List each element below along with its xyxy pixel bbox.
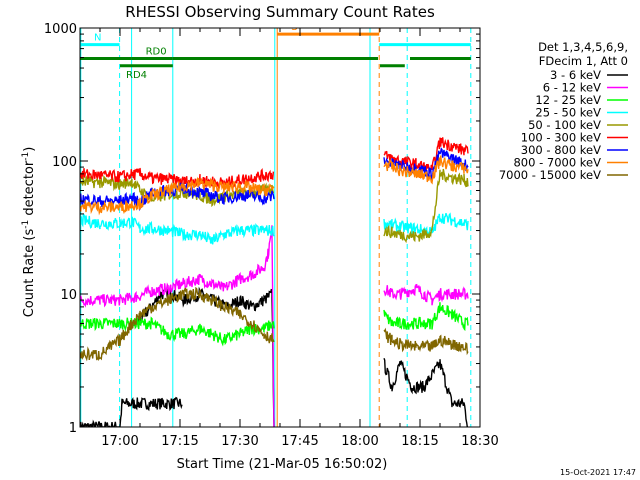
- legend-entry-6: 300 - 800 keV: [521, 143, 601, 157]
- legend-entry-1: 6 - 12 keV: [543, 81, 601, 95]
- series-line-2-seg-1: [383, 302, 469, 332]
- x-tick-label-1: 17:15: [161, 434, 198, 449]
- indicator-label-5: RD4: [126, 70, 147, 81]
- legend-entry-2: 12 - 25 keV: [535, 93, 601, 107]
- series-line-3-seg-0: [80, 214, 275, 245]
- series-line-8-seg-0: [80, 286, 275, 362]
- legend-entry-3: 25 - 50 keV: [535, 106, 601, 120]
- legend-entry-5: 100 - 300 keV: [521, 131, 601, 145]
- legend-header-line-1: Det 1,3,4,5,6,9,: [538, 40, 628, 54]
- series-line-8-seg-1: [383, 327, 469, 356]
- legend-header-line-2: FDecim 1, Att 0: [539, 54, 628, 68]
- series-line-5-seg-0: [80, 167, 275, 190]
- series-line-1-seg-1: [383, 283, 469, 306]
- series-line-7-seg-0: [80, 176, 275, 216]
- x-axis-label: Start Time (21-Mar-05 16:50:02): [177, 457, 388, 472]
- x-tick-label-6: 18:30: [461, 434, 498, 449]
- series-line-6-seg-1: [383, 147, 469, 182]
- series-line-2-seg-0: [80, 316, 275, 347]
- y-tick-label-0: 1: [69, 421, 77, 436]
- plot-area: N S RD0 RD4: [80, 22, 472, 427]
- legend-entry-0: 3 - 6 keV: [550, 68, 601, 82]
- y-axis: 1 10 100 1000: [44, 22, 480, 436]
- y-tick-label-3: 1000: [44, 22, 77, 37]
- x-tick-label-5: 18:15: [401, 434, 438, 449]
- x-tick-label-0: 17:00: [101, 434, 138, 449]
- x-tick-label-4: 18:00: [341, 434, 378, 449]
- series-line-0-seg-0: [80, 396, 183, 427]
- x-axis: 17:00 17:15 17:30 17:45 18:00 18:15 18:30: [99, 28, 499, 449]
- y-tick-label-1: 10: [60, 288, 77, 303]
- indicator-label-4: RD0: [146, 46, 167, 57]
- indicator-label-0: N: [94, 33, 101, 44]
- chart-title: RHESSI Observing Summary Count Rates: [125, 3, 435, 21]
- indicator-label-2: S: [291, 22, 297, 33]
- legend-entry-7: 800 - 7000 keV: [513, 156, 601, 170]
- x-tick-label-3: 17:45: [281, 434, 318, 449]
- legend-entry-4: 50 - 100 keV: [528, 118, 601, 132]
- y-axis-label: Count Rate (s-1 detector-1): [21, 147, 37, 318]
- legend: Det 1,3,4,5,6,9, FDecim 1, Att 0 3 - 6 k…: [499, 40, 628, 182]
- series-line-1-seg-0: [80, 225, 275, 427]
- series-line-7-seg-1: [383, 155, 469, 185]
- legend-entry-8: 7000 - 15000 keV: [499, 168, 601, 182]
- series-line-4-seg-1: [383, 168, 469, 244]
- series-line-3-seg-1: [383, 212, 469, 239]
- footer-date: 15-Oct-2021 17:47: [560, 468, 636, 477]
- series-line-0-seg-2: [383, 357, 468, 427]
- x-tick-label-2: 17:30: [221, 434, 258, 449]
- y-tick-label-2: 100: [52, 155, 77, 170]
